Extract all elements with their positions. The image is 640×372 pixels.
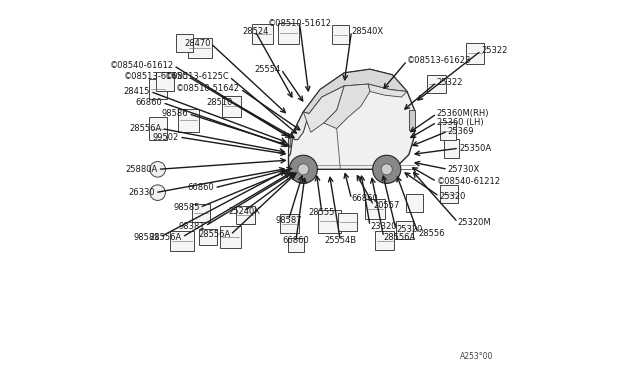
Text: 25360M(RH): 25360M(RH) [436,109,489,118]
Text: 98381: 98381 [179,221,205,231]
Bar [192,204,209,222]
Text: 98586: 98586 [162,109,188,118]
Circle shape [289,155,317,183]
Polygon shape [303,86,344,132]
Polygon shape [292,112,309,140]
Bar [222,96,241,117]
Text: ©08540-61612: ©08540-61612 [109,61,173,70]
Text: 28556A: 28556A [150,232,182,242]
Polygon shape [324,84,370,129]
Text: 66860: 66860 [351,195,378,203]
Bar [148,117,166,140]
Text: 25880A: 25880A [125,165,157,174]
Polygon shape [289,134,292,156]
Text: ©08513-6165C: ©08513-6165C [124,72,188,81]
Text: 20557: 20557 [374,201,400,210]
Bar [252,25,273,44]
Bar [332,25,349,44]
Bar [288,237,304,251]
Polygon shape [409,110,415,131]
Text: 28556: 28556 [418,229,445,238]
Bar [156,72,174,91]
Circle shape [381,164,392,175]
Bar [188,38,212,58]
Text: 25350A: 25350A [459,144,491,153]
Text: 25730X: 25730X [448,165,480,174]
Text: ©08510-51612: ©08510-51612 [268,19,332,28]
Bar [375,231,394,250]
Text: ©08540-61212: ©08540-61212 [436,177,500,186]
Bar [278,23,300,44]
Text: 28556A: 28556A [384,232,416,242]
Bar [280,214,300,234]
Bar [440,122,456,140]
Text: 66860: 66860 [282,236,309,246]
Text: ©08513-6125C: ©08513-6125C [164,72,229,81]
Text: 25322: 25322 [481,46,508,55]
Text: 25320: 25320 [439,192,466,201]
Text: 25360 (LH): 25360 (LH) [436,118,483,127]
Text: ©08513-61623: ©08513-61623 [407,56,472,65]
Bar [466,43,484,64]
Text: 25554B: 25554B [324,236,356,246]
Polygon shape [289,138,291,147]
Text: 66860: 66860 [136,98,163,107]
Bar [444,138,460,158]
Text: 28415: 28415 [124,87,150,96]
Text: 25369: 25369 [448,126,474,136]
Bar [365,199,385,219]
Circle shape [372,155,401,183]
Bar [236,206,255,224]
Polygon shape [368,84,407,97]
Text: A253°00: A253°00 [460,352,493,361]
Circle shape [150,161,166,177]
Text: 25554: 25554 [255,65,281,74]
Bar [318,210,340,233]
Text: 28524: 28524 [242,26,268,36]
Text: 25320: 25320 [396,225,422,234]
Text: 25320M: 25320M [458,218,492,227]
Bar [199,230,217,245]
Bar [177,35,193,52]
Text: 28540X: 28540X [351,26,383,36]
Bar [148,79,166,99]
Text: 98581: 98581 [133,232,160,242]
Text: 26330: 26330 [129,188,155,197]
Text: 25240X: 25240X [228,207,260,216]
Text: 99502: 99502 [153,132,179,142]
Text: 28510: 28510 [207,98,233,107]
Polygon shape [289,69,415,169]
Bar [406,194,424,212]
Text: 28555: 28555 [308,208,335,217]
Bar [220,227,241,248]
Text: 98585: 98585 [173,203,200,212]
Bar [396,221,413,238]
Text: 28556A: 28556A [129,124,161,133]
Bar [338,214,357,231]
Bar [427,75,446,93]
Circle shape [298,164,309,175]
Bar [170,231,194,251]
Text: 25322: 25322 [436,78,463,87]
Text: 28556A: 28556A [198,230,230,240]
Text: 28470: 28470 [184,39,211,48]
Text: ©08510-51642: ©08510-51642 [176,84,240,93]
Bar [440,185,458,203]
Text: 98587: 98587 [275,216,302,225]
Polygon shape [303,69,407,114]
Bar [178,109,199,132]
Circle shape [150,185,166,201]
Text: 66860: 66860 [188,183,214,192]
Text: 23320: 23320 [370,221,397,231]
